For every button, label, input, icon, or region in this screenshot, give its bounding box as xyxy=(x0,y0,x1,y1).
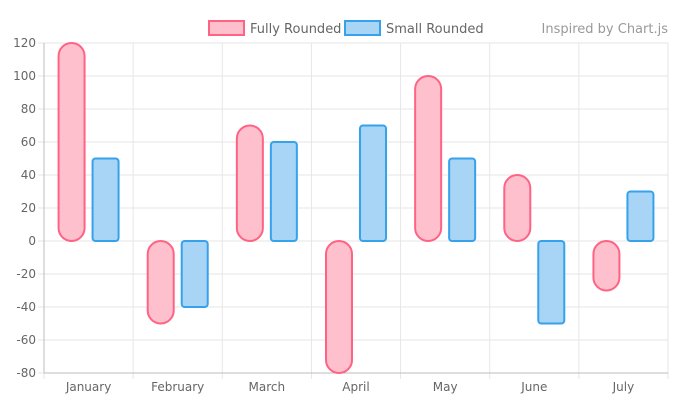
y-tick-label: 120 xyxy=(13,36,36,50)
y-tick-label: 20 xyxy=(21,201,36,215)
bar-fully-rounded-january[interactable] xyxy=(57,41,86,243)
credit-text: Inspired by Chart.js xyxy=(542,22,669,37)
y-tick-label: -60 xyxy=(16,333,36,347)
bar-fully-rounded-june[interactable] xyxy=(503,173,532,243)
bar-small-rounded-june[interactable] xyxy=(537,240,566,325)
legend[interactable]: Fully Rounded Small Rounded xyxy=(208,20,484,37)
y-axis: 120 100 80 60 40 20 0 -20 -40 -60 -80 xyxy=(13,36,45,380)
y-tick-label: 40 xyxy=(21,168,36,182)
y-tick-label: -20 xyxy=(16,267,36,281)
legend-label-fully-rounded[interactable]: Fully Rounded xyxy=(250,22,341,37)
y-tick-label: 100 xyxy=(13,69,36,83)
x-tick-label: June xyxy=(520,380,547,394)
y-tick-label: -80 xyxy=(16,366,36,380)
bar-fully-rounded-july[interactable] xyxy=(592,239,621,292)
legend-swatch-fully-rounded[interactable] xyxy=(208,20,245,36)
y-tick-label: 60 xyxy=(21,135,36,149)
x-tick-label: April xyxy=(342,380,369,394)
bar-small-rounded-january[interactable] xyxy=(91,157,120,242)
legend-label-small-rounded[interactable]: Small Rounded xyxy=(386,22,484,37)
x-axis: January February March April May June July xyxy=(44,372,668,394)
bar-fully-rounded-may[interactable] xyxy=(414,74,443,243)
bar-small-rounded-april[interactable] xyxy=(359,124,387,242)
bar-fully-rounded-april[interactable] xyxy=(325,239,353,375)
y-tick-label: 80 xyxy=(21,102,36,116)
y-tick-label: -40 xyxy=(16,300,36,314)
x-tick-label: February xyxy=(151,380,204,394)
x-tick-label: May xyxy=(433,380,458,394)
x-tick-label: July xyxy=(612,380,635,394)
bar-small-rounded-february[interactable] xyxy=(180,240,209,308)
x-tick-label: January xyxy=(65,380,112,394)
bars xyxy=(57,41,655,375)
bar-fully-rounded-february[interactable] xyxy=(146,239,175,325)
bar-small-rounded-july[interactable] xyxy=(626,190,655,242)
x-tick-label: March xyxy=(249,380,286,394)
bar-fully-rounded-march[interactable] xyxy=(235,124,264,243)
y-tick-label: 0 xyxy=(28,234,36,248)
legend-swatch-small-rounded[interactable] xyxy=(344,20,381,36)
bar-small-rounded-march[interactable] xyxy=(269,141,298,242)
bar-small-rounded-may[interactable] xyxy=(448,157,477,242)
